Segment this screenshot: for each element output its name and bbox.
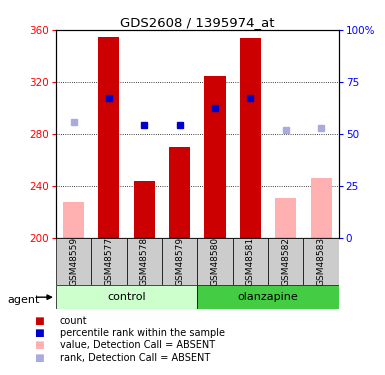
Bar <box>275 198 296 238</box>
Text: value, Detection Call = ABSENT: value, Detection Call = ABSENT <box>60 340 215 350</box>
Text: GSM48583: GSM48583 <box>316 237 326 286</box>
Text: ■: ■ <box>33 316 44 326</box>
Text: GSM48578: GSM48578 <box>140 237 149 286</box>
Bar <box>197 285 339 309</box>
Text: count: count <box>60 316 87 326</box>
Bar <box>134 181 155 238</box>
Bar <box>268 238 303 285</box>
Bar <box>56 238 91 285</box>
Text: rank, Detection Call = ABSENT: rank, Detection Call = ABSENT <box>60 353 210 363</box>
Text: GSM48581: GSM48581 <box>246 237 255 286</box>
Bar <box>98 36 119 238</box>
Bar <box>197 238 233 285</box>
Bar <box>56 285 197 309</box>
Title: GDS2608 / 1395974_at: GDS2608 / 1395974_at <box>120 16 275 29</box>
Bar <box>204 75 226 238</box>
Text: olanzapine: olanzapine <box>238 292 298 302</box>
Text: GSM48582: GSM48582 <box>281 237 290 286</box>
Bar <box>169 147 190 238</box>
Bar <box>63 202 84 238</box>
Bar <box>127 238 162 285</box>
Text: agent: agent <box>8 295 40 305</box>
Bar <box>311 178 332 238</box>
Text: ■: ■ <box>33 340 44 350</box>
Text: GSM48577: GSM48577 <box>104 237 114 286</box>
Bar <box>233 238 268 285</box>
Text: ■: ■ <box>33 328 44 338</box>
Text: GSM48579: GSM48579 <box>175 237 184 286</box>
Bar <box>162 238 197 285</box>
Bar <box>91 238 127 285</box>
Text: control: control <box>107 292 146 302</box>
Text: GSM48559: GSM48559 <box>69 237 78 286</box>
Text: percentile rank within the sample: percentile rank within the sample <box>60 328 225 338</box>
Text: GSM48580: GSM48580 <box>211 237 219 286</box>
Bar <box>240 38 261 238</box>
Bar <box>303 238 339 285</box>
Text: ■: ■ <box>33 353 44 363</box>
